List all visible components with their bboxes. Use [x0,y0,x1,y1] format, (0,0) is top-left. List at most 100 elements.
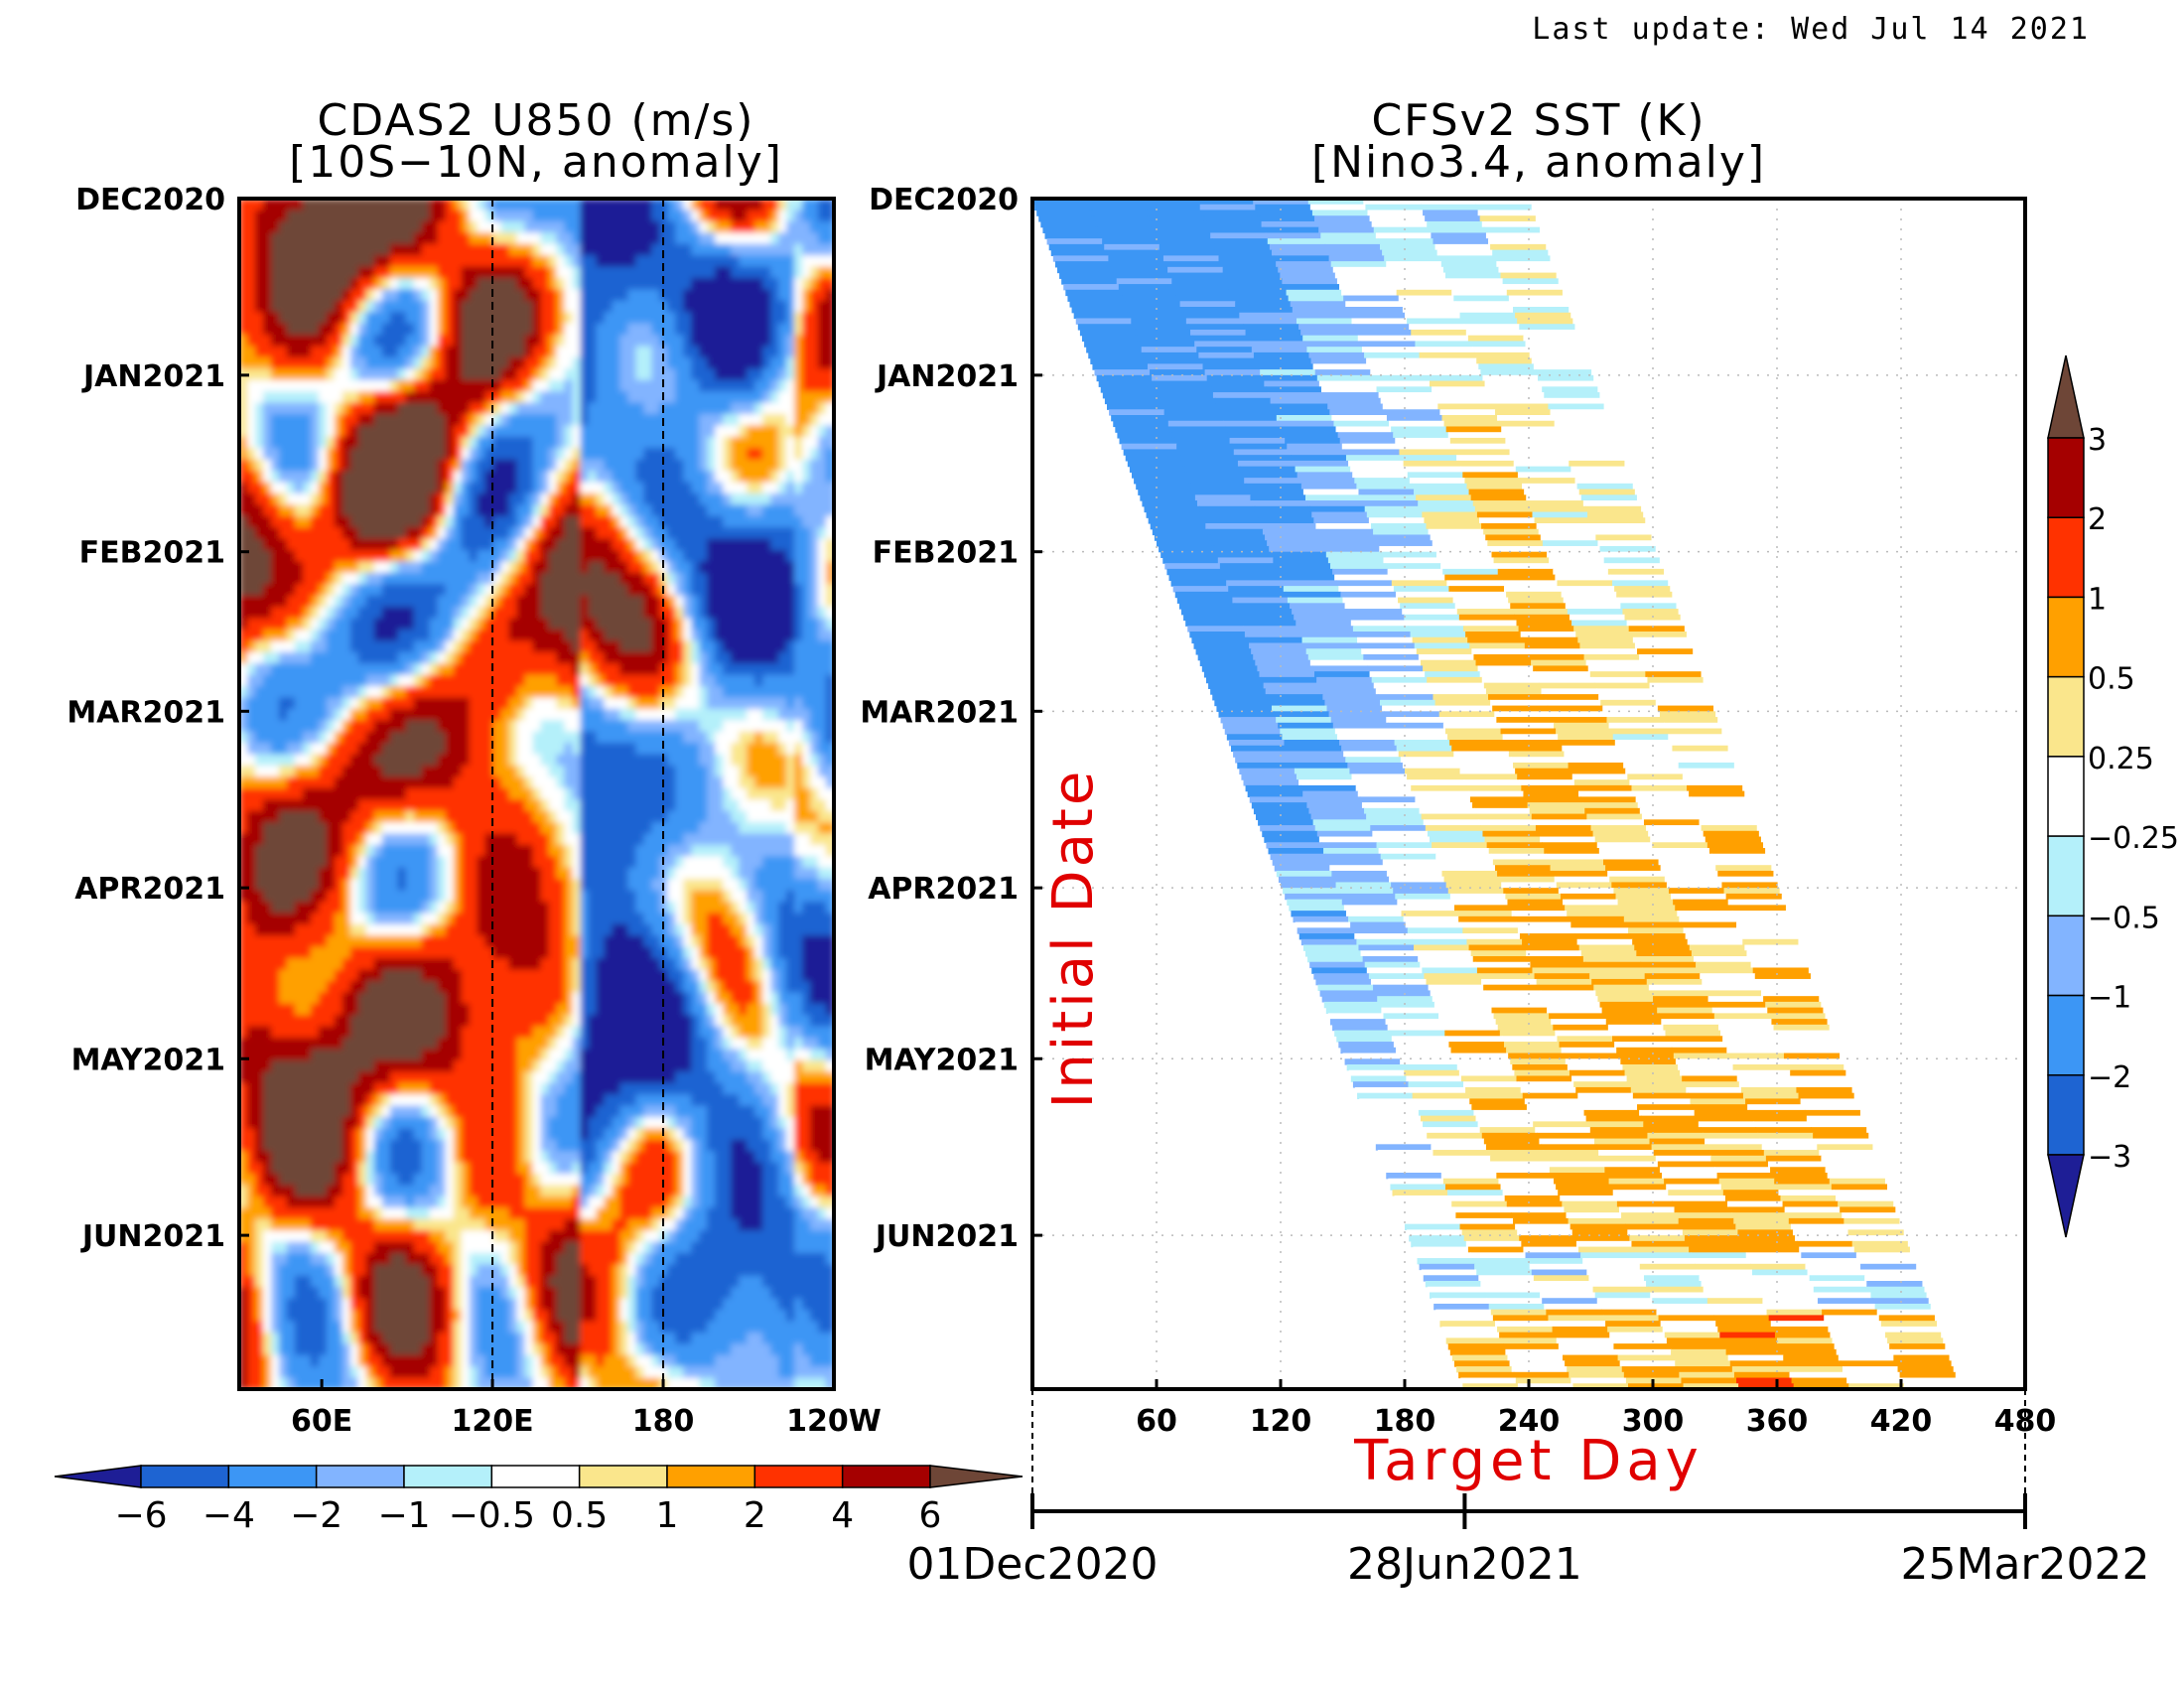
u850-cell [651,527,661,540]
u850-cell [516,708,526,722]
u850-cell [270,277,280,291]
u850-cell [588,765,598,778]
u850-cell [294,549,304,563]
u850-cell [556,674,566,687]
u850-cell [572,199,582,211]
u850-cell [500,425,510,438]
u850-cell [413,697,423,710]
u850-cell [484,561,494,574]
u850-cell [477,913,486,925]
u850-cell [453,935,463,948]
u850-cell [477,492,486,506]
u850-cell [675,640,685,653]
u850-cell [341,833,351,846]
u850-cell [437,199,447,211]
u850-cell [341,618,351,631]
u850-cell [683,640,693,653]
u850-cell [365,890,375,903]
u850-cell [770,856,779,869]
u850-cell [786,844,795,858]
u850-cell [651,640,661,653]
u850-cell [739,697,748,710]
u850-cell [318,471,328,484]
u850-cell [564,504,574,517]
u850-cell [254,901,264,914]
u850-cell [548,856,558,869]
u850-cell [389,731,399,744]
u850-cell [818,413,827,427]
u850-cell [334,595,343,608]
u850-cell [619,901,629,914]
u850-cell [262,584,272,597]
u850-cell [302,572,312,586]
u850-cell [794,618,803,631]
u850-cell [770,277,779,291]
u850-cell [667,765,677,778]
u850-cell [310,844,320,858]
u850-cell [286,765,296,778]
u850-cell [405,356,415,370]
u850-cell [826,255,834,268]
u850-cell [365,482,375,494]
u850-cell [477,776,486,789]
u850-cell [373,890,383,903]
u850-cell [532,799,542,812]
u850-cell [699,243,709,256]
u850-cell [270,810,280,823]
u850-cell [532,232,542,245]
u850-cell [739,607,748,620]
u850-cell [413,527,423,540]
u850-cell [635,856,645,869]
u850-cell [659,527,669,540]
u850-cell [357,413,367,427]
u850-cell [365,844,375,858]
u850-cell [365,584,375,597]
u850-cell [484,199,494,211]
u850-cell [469,720,478,733]
u850-cell [357,946,367,959]
u850-cell [270,220,280,234]
u850-cell [556,867,566,880]
u850-cell [572,391,582,404]
u850-cell [786,356,795,370]
u850-cell [246,720,256,733]
u850-cell [421,799,431,812]
u850-cell [635,323,645,336]
u850-cell [270,482,280,494]
u850-cell [818,867,827,880]
u850-cell [341,663,351,676]
u850-cell [421,867,431,880]
u850-cell [453,277,463,291]
u850-cell [500,346,510,358]
u850-cell [699,935,709,948]
u850-cell [619,844,629,858]
u850-cell [754,913,763,925]
u850-cell [334,312,343,325]
u850-cell [596,368,606,381]
u850-cell [341,492,351,506]
u850-cell [723,391,732,404]
u850-cell [381,674,391,687]
u850-cell [326,199,336,211]
u850-cell [524,879,534,892]
u850-cell [667,277,677,291]
u850-cell [445,879,455,892]
u850-cell [492,663,502,676]
u850-cell [635,799,645,812]
u850-cell [604,346,614,358]
u850-cell [500,720,510,733]
u850-cell [572,379,582,392]
u850-cell [381,743,391,756]
u850-cell [786,368,795,381]
u850-cell [818,607,827,620]
u850-cell [461,243,471,256]
u850-cell [373,492,383,506]
u850-cell [270,255,280,268]
u850-cell [580,572,590,586]
u850-cell [413,255,423,268]
u850-cell [770,199,779,211]
u850-cell [484,697,494,710]
u850-cell [469,515,478,528]
u850-cell [707,787,716,801]
u850-cell [723,425,732,438]
